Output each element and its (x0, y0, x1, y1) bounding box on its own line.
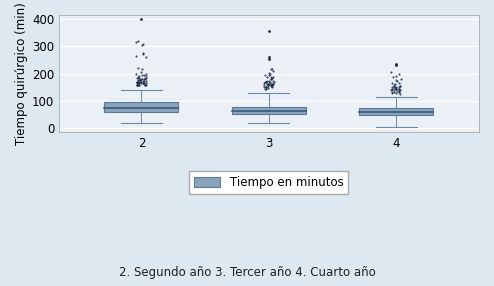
Legend: Tiempo en minutos: Tiempo en minutos (190, 171, 348, 194)
Bar (104, 102, 178, 112)
Y-axis label: Tiempo quirúrgico (min): Tiempo quirúrgico (min) (15, 2, 28, 145)
Bar (359, 108, 433, 115)
Bar (232, 107, 306, 114)
Text: 2. Segundo año 3. Tercer año 4. Cuarto año: 2. Segundo año 3. Tercer año 4. Cuarto a… (119, 266, 375, 279)
